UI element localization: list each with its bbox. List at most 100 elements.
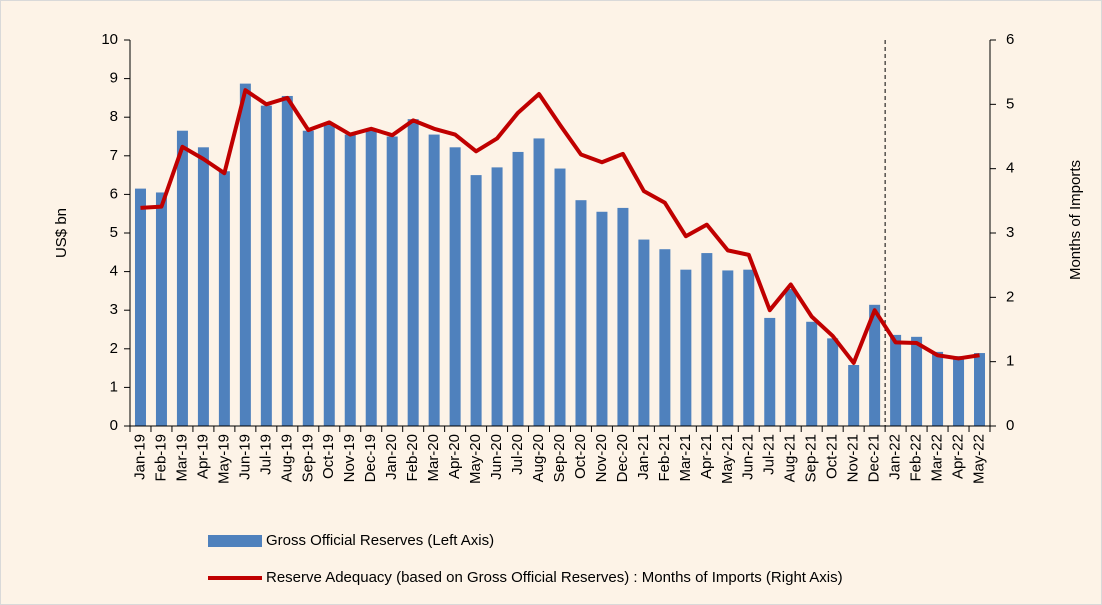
bar bbox=[323, 124, 335, 427]
y-tick-label: 5 bbox=[110, 224, 118, 241]
bar bbox=[722, 270, 734, 426]
x-tick-label: Nov-20 bbox=[593, 434, 610, 482]
bar bbox=[638, 239, 650, 426]
x-tick-label: Mar-20 bbox=[425, 434, 442, 482]
y-tick-label: 3 bbox=[110, 301, 118, 318]
y-tick-label: 2 bbox=[110, 340, 118, 357]
bar bbox=[407, 119, 419, 426]
bar bbox=[155, 192, 167, 426]
bar bbox=[827, 338, 839, 426]
bar bbox=[785, 288, 797, 426]
x-tick-label: May-20 bbox=[467, 434, 484, 484]
bar bbox=[701, 253, 713, 426]
x-tick-label: Jan-20 bbox=[383, 434, 400, 480]
x-tick-label: Aug-19 bbox=[278, 434, 295, 482]
x-tick-label: May-21 bbox=[719, 434, 736, 484]
y2-tick-label: 1 bbox=[1006, 353, 1014, 370]
bar bbox=[554, 168, 566, 426]
x-tick-label: Dec-19 bbox=[362, 434, 379, 482]
x-tick-label: Mar-19 bbox=[173, 434, 190, 482]
bar bbox=[344, 134, 356, 426]
bar bbox=[743, 269, 755, 426]
bar bbox=[869, 304, 881, 426]
y-tick-label: 7 bbox=[110, 147, 118, 164]
y-tick-label: 6 bbox=[110, 185, 118, 202]
x-tick-label: Feb-22 bbox=[908, 434, 925, 482]
x-tick-label: Aug-21 bbox=[782, 434, 799, 482]
x-tick-label: Jul-21 bbox=[761, 434, 778, 475]
x-tick-label: May-22 bbox=[970, 434, 987, 484]
x-tick-label: Sep-21 bbox=[803, 434, 820, 482]
bar bbox=[260, 105, 272, 427]
bar bbox=[680, 269, 692, 426]
bar bbox=[512, 151, 524, 426]
x-tick-label: Jun-19 bbox=[236, 434, 253, 480]
bar bbox=[197, 147, 209, 427]
y2-tick-label: 2 bbox=[1006, 288, 1014, 305]
x-tick-label: Apr-19 bbox=[194, 434, 211, 479]
bar bbox=[806, 321, 818, 426]
y-tick-label: 0 bbox=[110, 417, 118, 434]
y-tick-label: 1 bbox=[110, 378, 118, 395]
bar bbox=[953, 356, 965, 426]
y2-tick-label: 0 bbox=[1006, 417, 1014, 434]
bar bbox=[281, 95, 293, 426]
y2-tick-label: 3 bbox=[1006, 224, 1014, 241]
x-tick-label: Jan-19 bbox=[131, 434, 148, 480]
x-tick-label: Sep-20 bbox=[551, 434, 568, 482]
x-tick-label: Mar-22 bbox=[929, 434, 946, 482]
bar bbox=[365, 130, 377, 426]
bar bbox=[911, 336, 923, 426]
line bbox=[140, 88, 980, 365]
x-tick-label: Dec-20 bbox=[614, 434, 631, 482]
x-tick-label: Aug-20 bbox=[530, 434, 547, 482]
y2-tick-label: 5 bbox=[1006, 95, 1014, 112]
x-tick-label: Feb-20 bbox=[404, 434, 421, 482]
x-tick-label: Mar-21 bbox=[677, 434, 694, 482]
y2-tick-label: 4 bbox=[1006, 160, 1014, 177]
y-axis-label: US$ bn bbox=[53, 208, 70, 258]
x-tick-label: Jul-19 bbox=[257, 434, 274, 475]
bar bbox=[617, 207, 629, 426]
y2-axis-label: Months of Imports bbox=[1067, 160, 1084, 280]
bar bbox=[890, 334, 902, 426]
x-tick-label: Feb-21 bbox=[656, 434, 673, 482]
x-tick-label: Feb-19 bbox=[152, 434, 169, 482]
x-tick-label: Dec-21 bbox=[866, 434, 883, 482]
bar bbox=[659, 249, 671, 426]
bar bbox=[218, 171, 230, 426]
bar bbox=[932, 351, 944, 426]
x-tick-label: Nov-21 bbox=[845, 434, 862, 482]
bar bbox=[302, 130, 314, 426]
x-tick-label: Jan-22 bbox=[887, 434, 904, 480]
x-tick-label: Apr-22 bbox=[950, 434, 967, 479]
x-tick-label: Jun-21 bbox=[740, 434, 757, 480]
bar bbox=[974, 353, 986, 426]
x-tick-label: Nov-19 bbox=[341, 434, 358, 482]
y-tick-label: 8 bbox=[110, 108, 118, 125]
legend-label: Gross Official Reserves (Left Axis) bbox=[266, 532, 494, 549]
bar bbox=[428, 134, 440, 426]
bar bbox=[575, 200, 587, 426]
bar bbox=[596, 211, 608, 426]
legend-label: Reserve Adequacy (based on Gross Officia… bbox=[266, 569, 843, 586]
bar bbox=[470, 175, 482, 426]
bar bbox=[764, 317, 776, 426]
bar bbox=[848, 365, 860, 426]
bar bbox=[176, 130, 188, 426]
x-tick-label: Oct-19 bbox=[320, 434, 337, 479]
bar bbox=[239, 83, 251, 427]
bar bbox=[386, 136, 398, 426]
x-tick-label: Oct-20 bbox=[572, 434, 589, 479]
bar bbox=[533, 138, 545, 426]
y-tick-label: 9 bbox=[110, 70, 118, 87]
x-tick-label: Apr-20 bbox=[446, 434, 463, 479]
bar bbox=[134, 188, 146, 426]
x-tick-label: Jan-21 bbox=[635, 434, 652, 480]
x-tick-label: Apr-21 bbox=[698, 434, 715, 479]
bar bbox=[449, 147, 461, 427]
x-tick-label: Oct-21 bbox=[824, 434, 841, 479]
bar bbox=[491, 167, 503, 426]
x-tick-label: Jul-20 bbox=[509, 434, 526, 475]
x-tick-label: Jun-20 bbox=[488, 434, 505, 480]
